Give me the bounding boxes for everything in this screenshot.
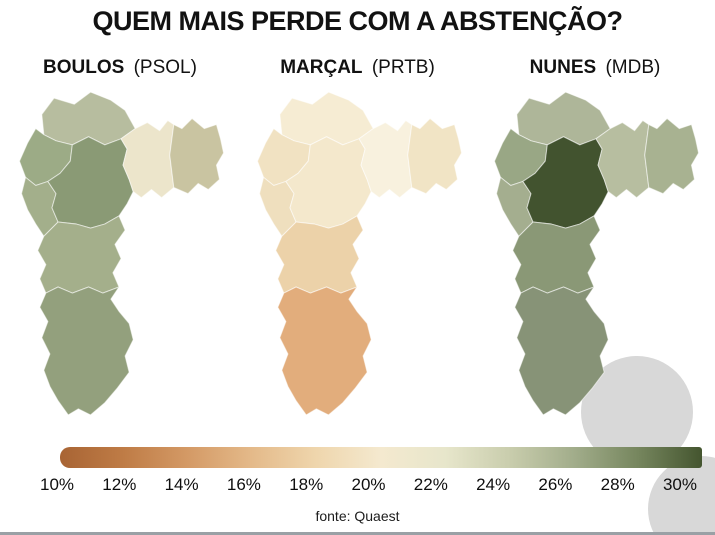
candidate-name: MARÇAL [280,57,363,78]
map-region-south [514,286,609,416]
map-panel-nunes: NUNES (MDB) [477,56,713,426]
candidate-header-marcal: MARÇAL (PRTB) [240,56,476,80]
candidate-name: NUNES [529,57,597,78]
legend-tick: 30% [662,475,697,494]
candidate-header-boulos: BOULOS (PSOL) [2,56,238,80]
legend-tick: 24% [476,475,511,494]
legend-tick: 22% [413,475,448,494]
legend-tick: 12% [102,475,137,494]
candidate-party: (PRTB) [371,57,435,78]
map-boulos [18,91,225,416]
bottom-border [0,532,715,535]
source-credit: fonte: Quaest [315,508,400,524]
map-marcal [256,91,462,416]
map-region-east-outer [406,117,462,195]
legend-tick: 16% [226,475,261,494]
map-panel-boulos: BOULOS (PSOL) [2,56,238,426]
legend-tick: 28% [600,475,635,494]
candidate-party: (PSOL) [133,57,197,78]
legend-tick: 10% [40,475,75,494]
candidate-header-nunes: NUNES (MDB) [477,56,713,80]
page-title: QUEM MAIS PERDE COM A ABSTENÇÃO? [92,6,623,36]
legend-ticks: 10% 12% 14% 16% 18% 20% 22% 24% 26% 28% … [40,475,697,495]
map-panel-marcal: MARÇAL (PRTB) [240,56,476,426]
legend-tick: 20% [351,475,386,494]
map-region-south [39,286,134,416]
map-region-south [276,286,372,416]
candidate-party: (MDB) [605,57,661,78]
legend-tick: 14% [164,475,199,494]
candidate-name: BOULOS [43,57,125,78]
map-region-east-outer [644,117,700,195]
legend-tick: 18% [289,475,324,494]
legend-tick: 26% [538,475,573,494]
map-region-east-outer [169,117,225,195]
legend-gradient-bar [60,447,702,468]
map-nunes [493,91,700,416]
maps-row: BOULOS (PSOL) MARÇAL (PRTB) [2,56,713,426]
